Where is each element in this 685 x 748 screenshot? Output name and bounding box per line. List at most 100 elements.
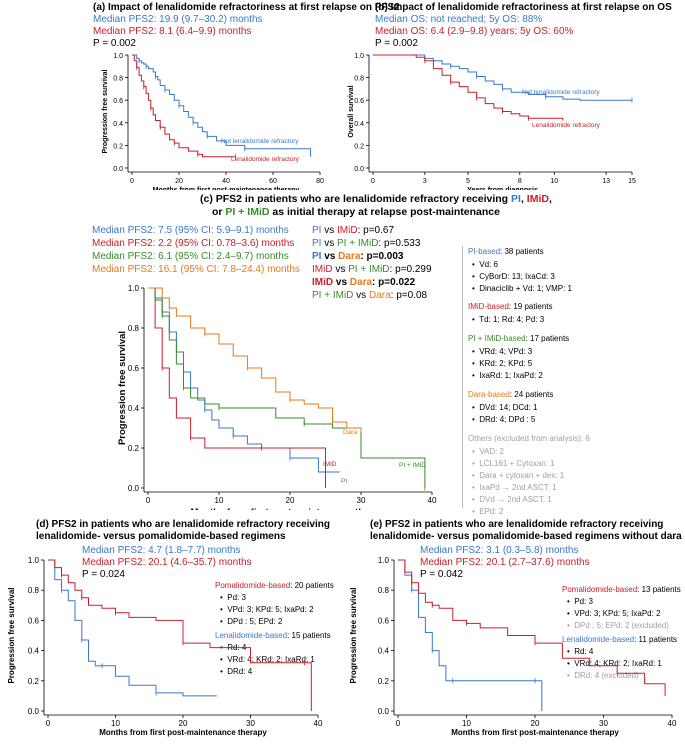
y-tick-label: 0.0 [28, 707, 40, 716]
x-tick-label: 20 [175, 178, 183, 185]
series-label: Lenalidomide refractory [231, 156, 300, 163]
panel-d-pom-header: Pomalidomide-based: 20 patients [215, 581, 334, 590]
x-tick-label: 40 [428, 496, 437, 505]
x-tick-label: 30 [599, 719, 608, 728]
panel-c-side-divider [462, 246, 463, 508]
x-axis-label: Months from first post-maintenance thera… [153, 187, 300, 190]
y-axis-label: Overall survival [348, 85, 355, 137]
pi-item-2: • CyBorD: 13; IxaCd: 3 [472, 272, 555, 281]
pi-imid-item-1: • VRd: 4; VPd: 3 [472, 347, 533, 356]
comparison-pi-imid: PI vs IMiD: p=0.67 [312, 225, 394, 236]
panel-d-median-pom: Median PFS2: 20.1 (4.6–35.7) months [82, 557, 252, 568]
panel-d-pom-item-2: • VPd: 3; KPd: 5; IxaPd: 2 [220, 605, 314, 614]
x-tick-label: 0 [371, 178, 375, 185]
x-tick-label: 20 [286, 496, 295, 505]
y-tick-label: 1.0 [113, 53, 123, 60]
imid-based-header: IMiD-based: 19 patients [468, 302, 553, 311]
chart-b: 0.0 0.2 0.4 0.6 0.8 1.0 0 3 5 8 10 13 15 Years from d… [348, 53, 636, 190]
series-label: Dara [343, 429, 357, 436]
y-tick-label: 0.6 [128, 364, 140, 373]
pi-imid-item-2: • KRd: 2; KPd: 5 [472, 359, 533, 368]
x-tick-label: 10 [462, 719, 471, 728]
comparison-imid-piimid: IMiD vs PI + IMiD: p=0.299 [312, 264, 432, 275]
x-tick-label: 60 [269, 178, 277, 185]
panel-a-title: (a) Impact of lenalidomide refractorines… [93, 2, 400, 13]
y-axis-label: Progression free survival [117, 331, 128, 445]
x-axis-label: Years from diagnosis [467, 187, 538, 190]
series-dara-line [148, 287, 362, 432]
y-tick-label: 1.0 [354, 53, 364, 60]
x-tick-label: 5 [466, 178, 470, 185]
panel-d-len-item-3: • DRd: 4 [220, 667, 253, 676]
x-tick-label: 10 [215, 496, 224, 505]
series-label: PI [341, 478, 347, 485]
y-tick-label: 1.0 [128, 284, 140, 293]
y-axis-label: Progression free survival [102, 69, 109, 153]
series-imid-line [148, 287, 326, 488]
x-tick-label: 0 [46, 719, 51, 728]
panel-e-title-line1: (e) PFS2 in patients who are lenalidomid… [370, 519, 664, 530]
series-not-lenalidomide-refractory-line [132, 54, 312, 157]
y-tick-label: 0.4 [378, 647, 390, 656]
others-item-5: • DVd → 2nd ASCT: 1 [472, 495, 552, 504]
others-item-1: • VAD: 2 [472, 447, 504, 456]
chart-a: 0.0 0.2 0.4 0.6 0.8 1.0 0 20 40 60 80 Months from f… [102, 53, 324, 190]
others-item-4: • IxaPd → 2nd ASCT: 1 [472, 483, 557, 492]
pi-based-header: PI-based: 38 patients [468, 247, 544, 256]
panel-d: (d) PFS2 in patients who are lenalidomid… [0, 515, 342, 748]
x-axis-label: Months from first post-maintenance thera… [451, 728, 619, 737]
panel-d-pom-item-3: • DPd : 5; EPd: 2 [220, 617, 283, 626]
others-header: Others (excluded from analysis): 6 [468, 434, 590, 443]
dara-item-1: • DVd: 14; DCd: 1 [472, 403, 538, 412]
panel-b-title: (b) Impact of lenalidomide refractorines… [375, 2, 672, 13]
comparison-piimid-dara: PI + IMiD vs Dara: p=0.08 [312, 290, 428, 301]
y-tick-label: 0.0 [128, 484, 140, 493]
x-tick-label: 10 [550, 178, 558, 185]
panel-e-len-item-2: • VRd: 4; KRd: 2; IxaRd: 1 [567, 659, 662, 668]
panel-c-median-dara: Median PFS2: 16.1 (95% CI: 7.8–24.4) mon… [92, 264, 300, 275]
panel-e-title-line2: lenalidomide- versus pomalidomide-based … [370, 531, 685, 542]
panel-e-pom-item-1: • Pd: 3 [567, 597, 593, 606]
x-tick-label: 0 [130, 178, 134, 185]
y-axis-label: Progression free survival [349, 587, 358, 683]
comparison-pi-piimid: PI vs PI + IMiD: p=0.533 [312, 238, 421, 249]
panel-e-pom-item-2: • VPd: 3; KPd: 5; IxaPd: 2 [567, 609, 661, 618]
y-tick-label: 0.4 [113, 121, 123, 128]
others-item-6: • EPd: 2 [472, 507, 504, 516]
x-tick-label: 30 [246, 719, 255, 728]
others-item-3: • Dara + cytoxan + dex: 1 [472, 471, 565, 480]
comparison-imid-dara: IMiD vs Dara: p=0.022 [312, 277, 416, 288]
panel-e-len-header: Lenalidomide-based: 11 patients [562, 635, 678, 644]
pi-item-3: • Dinaciclib + Vd: 1; VMP: 1 [472, 284, 572, 293]
y-tick-label: 0.6 [28, 616, 40, 625]
y-tick-label: 0.8 [28, 586, 40, 595]
series-label: IMiD [323, 461, 337, 468]
y-tick-label: 0.8 [113, 76, 123, 83]
chart-d: 0.0 0.2 0.4 0.6 0.8 1.0 0 10 20 30 40 Months from f… [7, 556, 323, 737]
y-tick-label: 0.2 [113, 143, 123, 150]
y-tick-label: 0.4 [28, 647, 40, 656]
x-tick-label: 15 [628, 178, 636, 185]
y-tick-label: 0.2 [354, 143, 364, 150]
dara-based-header: Dara-based: 24 patients [468, 390, 554, 399]
x-tick-label: 20 [531, 719, 540, 728]
comparison-pi-dara: PI vs Dara: p=0.003 [312, 251, 404, 262]
series-label: PI + IMiD [399, 462, 426, 469]
y-tick-label: 0.4 [354, 121, 364, 128]
series-label: Not lenalidomide refractory [522, 89, 600, 96]
panel-d-len-header: Lenalidomide-based: 15 patients [215, 631, 331, 640]
y-tick-label: 0.0 [113, 166, 123, 173]
y-tick-label: 0.0 [354, 166, 364, 173]
pi-imid-based-header: PI + IMiD-based: 17 patients [468, 334, 570, 343]
y-tick-label: 0.4 [128, 404, 140, 413]
chart-e: 0.0 0.2 0.4 0.6 0.8 1.0 0 10 20 30 40 Months from f… [349, 556, 677, 737]
panel-b: (b) Impact of lenalidomide refractorines… [342, 0, 685, 190]
panel-e-pom-excluded: • DPd : 5; EPd: 2 (excluded) [567, 621, 669, 630]
series-lenalidomide-refractory-line [373, 54, 564, 121]
panel-c: (c) PFS2 in patients who are lenalidomid… [0, 190, 685, 516]
series-lenalidomide-based-line [48, 559, 217, 697]
panel-c-median-pi: Median PFS2: 7.5 (95% CI: 5.9–9.1) month… [92, 225, 289, 236]
panel-a: (a) Impact of lenalidomide refractorines… [0, 0, 400, 190]
x-axis-label: Months from first post-maintenance thera… [99, 728, 267, 737]
panel-c-median-pi-imid: Median PFS2: 6.1 (95% CI: 2.4–9.7) month… [92, 251, 289, 262]
